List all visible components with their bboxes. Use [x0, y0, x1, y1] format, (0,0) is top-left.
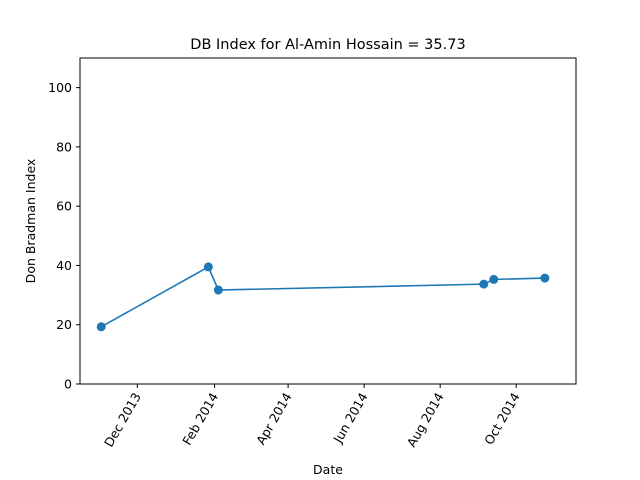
y-tick-label: 60 — [56, 199, 72, 214]
data-point — [96, 322, 106, 332]
data-point — [489, 274, 499, 284]
plot-area — [96, 262, 550, 332]
series-line — [100, 265, 545, 328]
data-point — [213, 285, 223, 295]
y-axis-label: Don Bradman Index — [23, 159, 38, 284]
y-tick-label: 0 — [64, 377, 72, 392]
y-tick-label: 80 — [56, 139, 72, 154]
data-point — [479, 279, 489, 289]
y-axis: 0 20 40 60 80 100 — [48, 80, 80, 392]
plot-frame — [79, 57, 577, 385]
data-point — [203, 262, 213, 272]
y-tick-label: 40 — [56, 258, 72, 273]
y-tick-label: 20 — [56, 317, 72, 332]
data-point — [540, 273, 550, 283]
y-tick-label: 100 — [48, 80, 72, 95]
x-axis-label: Date — [313, 462, 343, 477]
chart-title: DB Index for Al-Amin Hossain = 35.73 — [190, 37, 465, 53]
